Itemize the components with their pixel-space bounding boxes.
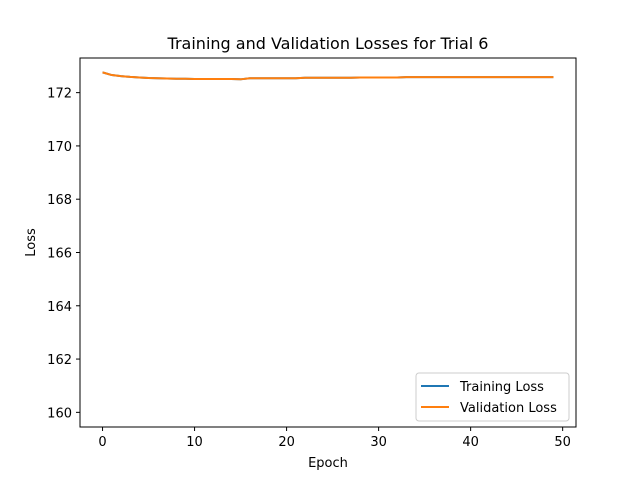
x-tick-label: 40 [462,435,479,450]
plot-frame [79,57,577,428]
x-tick-label: 20 [278,435,295,450]
y-tick-label: 164 [47,300,72,315]
chart-title: Training and Validation Losses for Trial… [167,34,489,53]
y-axis-label: Loss [24,228,39,257]
x-tick-label: 50 [554,435,571,450]
plot-lines [102,71,554,81]
axis-ticks: 0 10 20 30 40 50 160 162 164 166 168 170 172 [47,87,571,450]
y-tick-label: 172 [47,87,72,102]
x-axis-label: Epoch [308,456,348,471]
legend-box [415,372,570,422]
series-line-validation [102,71,554,81]
x-tick-label: 0 [98,435,106,450]
y-tick-label: 166 [47,246,72,261]
y-tick-label: 168 [47,193,72,208]
y-tick-label: 160 [47,406,72,421]
x-tick-label: 30 [370,435,387,450]
legend-label-training: Training Loss [459,380,544,395]
x-tick-label: 10 [186,435,203,450]
y-tick-label: 162 [47,353,72,368]
legend: Training Loss Validation Loss [415,372,570,422]
legend-label-validation: Validation Loss [460,401,557,416]
y-tick-label: 170 [47,140,72,155]
